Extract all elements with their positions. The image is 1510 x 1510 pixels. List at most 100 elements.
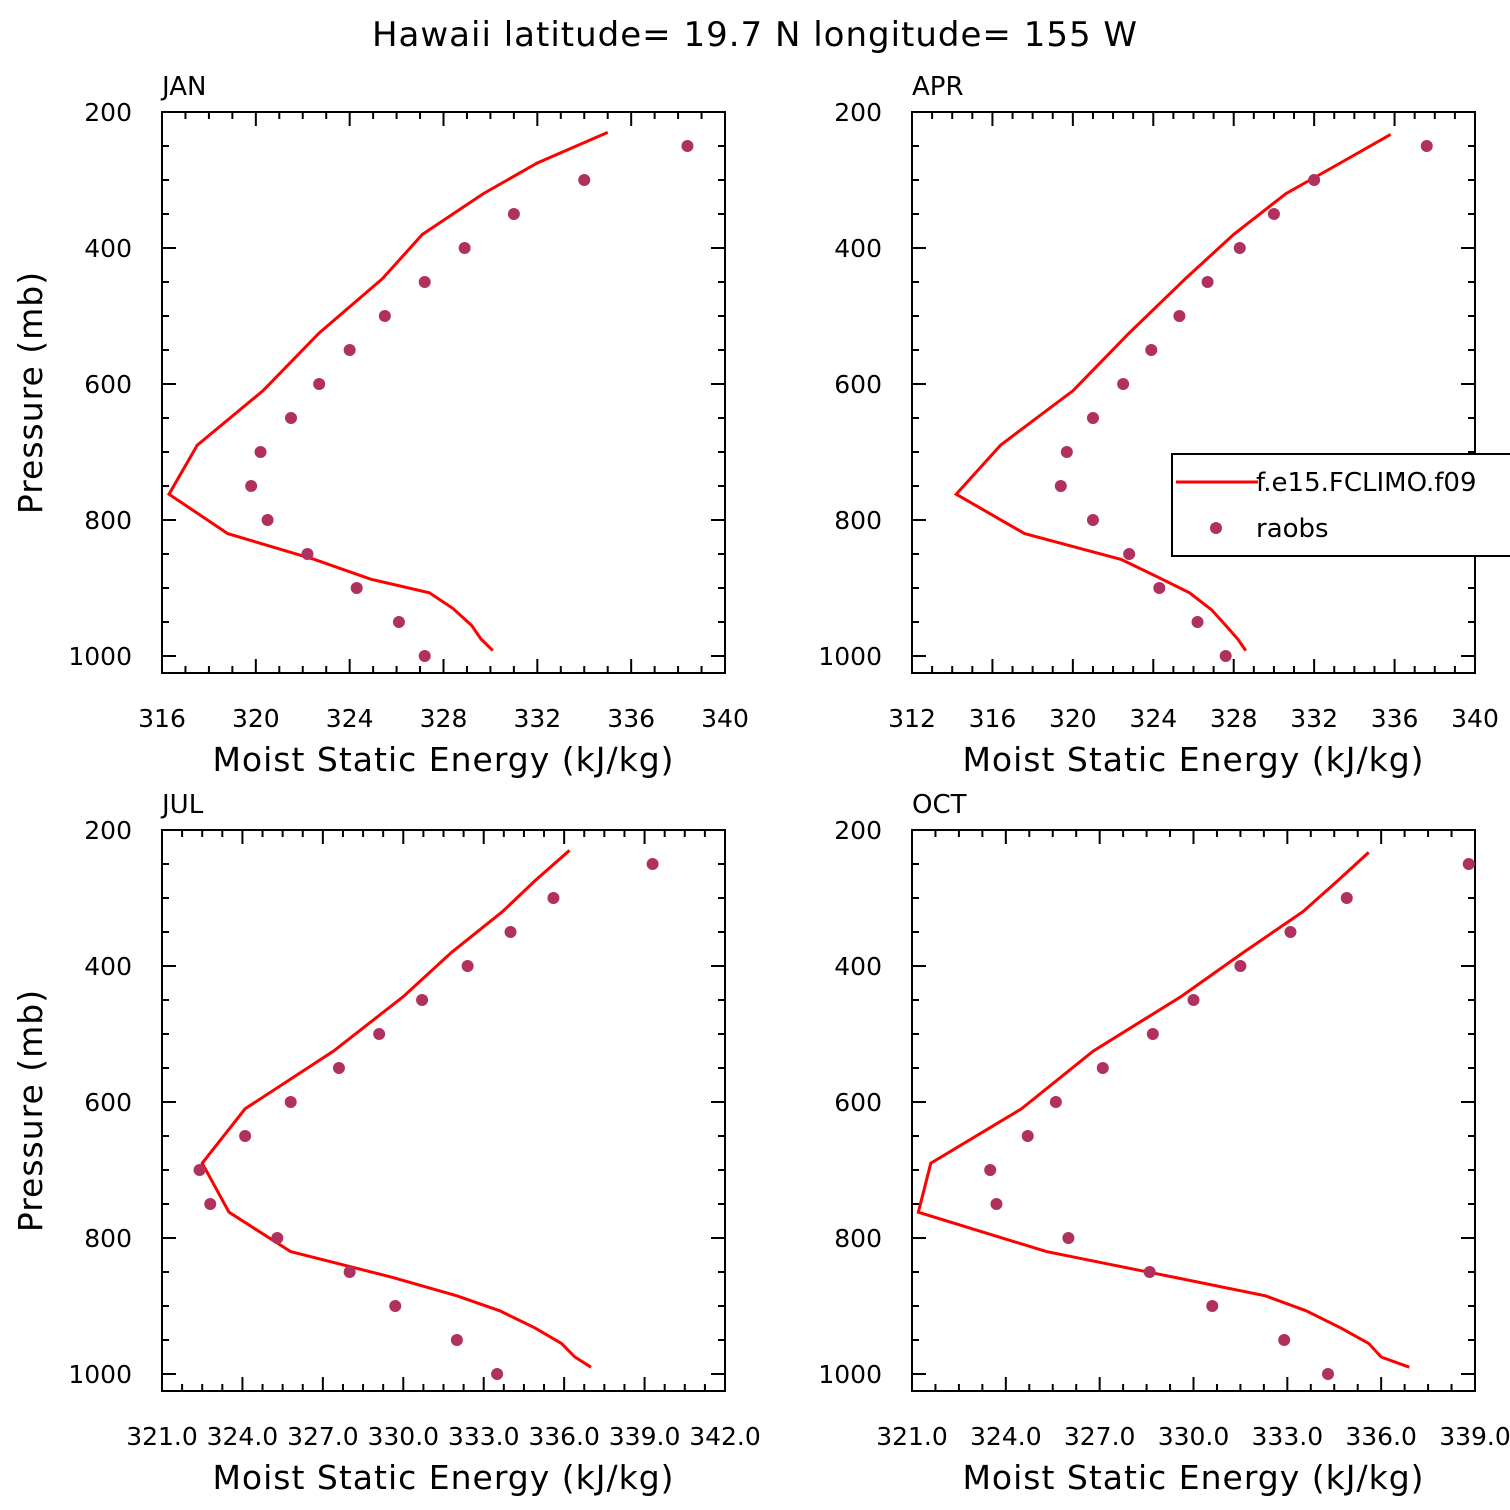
panel-label: JUL bbox=[160, 790, 204, 820]
series-line-model bbox=[167, 131, 609, 652]
data-point-raobs bbox=[389, 1300, 402, 1312]
data-point-raobs bbox=[1145, 344, 1158, 356]
x-tick-label: 320 bbox=[232, 704, 280, 733]
data-point-raobs bbox=[1021, 1130, 1034, 1142]
x-tick-label: 340 bbox=[701, 704, 749, 733]
y-tick-label: 400 bbox=[834, 952, 882, 981]
data-point-raobs bbox=[343, 1266, 356, 1278]
y-tick-label: 600 bbox=[834, 1088, 882, 1117]
x-tick-label: 330.0 bbox=[367, 1422, 439, 1451]
y-tick-label: 600 bbox=[834, 370, 882, 399]
x-tick-label: 321.0 bbox=[126, 1422, 198, 1451]
y-tick-label: 800 bbox=[84, 506, 132, 535]
x-tick-label: 336 bbox=[607, 704, 655, 733]
data-point-raobs bbox=[392, 616, 405, 628]
y-tick-label: 1000 bbox=[818, 1360, 882, 1389]
plot-frame bbox=[161, 829, 726, 1392]
data-point-raobs bbox=[313, 378, 326, 390]
data-point-raobs bbox=[1233, 242, 1246, 254]
x-axis-title: Moist Static Energy (kJ/kg) bbox=[212, 1458, 674, 1497]
data-point-raobs bbox=[547, 892, 560, 904]
series-line-model bbox=[200, 849, 592, 1369]
x-tick-label: 316 bbox=[138, 704, 186, 733]
data-point-raobs bbox=[1123, 548, 1136, 560]
plot-area bbox=[916, 851, 1475, 1380]
y-tick-label: 200 bbox=[84, 816, 132, 845]
x-axis-title: Moist Static Energy (kJ/kg) bbox=[962, 1458, 1424, 1497]
data-point-raobs bbox=[1060, 446, 1073, 458]
x-tick-label: 336.0 bbox=[1345, 1422, 1417, 1451]
data-point-raobs bbox=[450, 1334, 463, 1346]
data-point-raobs bbox=[1096, 1062, 1109, 1074]
data-point-raobs bbox=[1234, 960, 1247, 972]
x-tick-label: 324 bbox=[326, 704, 374, 733]
panel-label: JAN bbox=[160, 72, 206, 102]
legend-box bbox=[1171, 453, 1510, 557]
data-point-raobs bbox=[990, 1198, 1003, 1210]
x-tick-label: 336.0 bbox=[528, 1422, 600, 1451]
data-point-raobs bbox=[193, 1164, 206, 1176]
x-tick-label: 339.0 bbox=[609, 1422, 681, 1451]
x-tick-label: 332 bbox=[1290, 704, 1338, 733]
data-point-raobs bbox=[1049, 1096, 1062, 1108]
chart-panel-jan: JAN 316 320 324 328 332 336 340 200 400 600 800 1000… bbox=[11, 72, 749, 779]
plot-area bbox=[167, 131, 694, 662]
plot-area bbox=[193, 849, 659, 1380]
figure-title: Hawaii latitude= 19.7 N longitude= 155 W bbox=[372, 15, 1138, 55]
data-point-raobs bbox=[1201, 276, 1214, 288]
data-point-raobs bbox=[646, 858, 659, 870]
y-axis-title: Pressure (mb) bbox=[11, 989, 50, 1232]
x-tick-label: 328 bbox=[420, 704, 468, 733]
data-point-raobs bbox=[416, 994, 429, 1006]
data-point-raobs bbox=[373, 1028, 386, 1040]
y-axis-title: Pressure (mb) bbox=[11, 271, 50, 514]
data-point-raobs bbox=[271, 1232, 284, 1244]
data-point-raobs bbox=[343, 344, 356, 356]
data-point-raobs bbox=[1278, 1334, 1291, 1346]
data-point-raobs bbox=[418, 276, 431, 288]
x-axis-title: Moist Static Energy (kJ/kg) bbox=[212, 740, 674, 779]
data-point-raobs bbox=[1173, 310, 1186, 322]
data-point-raobs bbox=[1462, 858, 1475, 870]
y-tick-label: 200 bbox=[834, 816, 882, 845]
x-tick-label: 327.0 bbox=[287, 1422, 359, 1451]
y-tick-label: 400 bbox=[834, 234, 882, 263]
data-point-raobs bbox=[1219, 650, 1232, 662]
y-tick-label: 1000 bbox=[68, 1360, 132, 1389]
y-tick-label: 200 bbox=[834, 98, 882, 127]
x-tick-label: 342.0 bbox=[689, 1422, 761, 1451]
data-point-raobs bbox=[1054, 480, 1067, 492]
x-tick-label: 339.0 bbox=[1439, 1422, 1510, 1451]
data-point-raobs bbox=[285, 412, 298, 424]
chart-panel-oct: OCT 321.0 324.0 327.0 330.0 333.0 336.0 339.0 20… bbox=[818, 790, 1510, 1497]
x-tick-label: 321.0 bbox=[876, 1422, 948, 1451]
data-point-raobs bbox=[378, 310, 391, 322]
y-tick-label: 800 bbox=[834, 506, 882, 535]
x-tick-label: 320 bbox=[1049, 704, 1097, 733]
legend-marker-swatch bbox=[1210, 522, 1222, 534]
data-point-raobs bbox=[1153, 582, 1166, 594]
data-point-raobs bbox=[461, 960, 474, 972]
x-tick-label: 340 bbox=[1451, 704, 1499, 733]
data-point-raobs bbox=[1117, 378, 1130, 390]
data-point-raobs bbox=[284, 1096, 297, 1108]
series-line-model bbox=[916, 851, 1410, 1369]
data-point-raobs bbox=[332, 1062, 345, 1074]
y-tick-label: 600 bbox=[84, 370, 132, 399]
x-tick-label: 312 bbox=[888, 704, 936, 733]
data-point-raobs bbox=[1191, 616, 1204, 628]
panel-label: APR bbox=[912, 72, 964, 102]
data-point-raobs bbox=[350, 582, 363, 594]
x-tick-label: 327.0 bbox=[1064, 1422, 1136, 1451]
data-point-raobs bbox=[1267, 208, 1280, 220]
y-tick-label: 1000 bbox=[818, 642, 882, 671]
legend-label-model: f.e15.FCLIMO.f09 bbox=[1256, 468, 1476, 498]
legend: f.e15.FCLIMO.f09 raobs bbox=[1171, 453, 1510, 557]
y-tick-label: 400 bbox=[84, 952, 132, 981]
x-tick-label: 336 bbox=[1371, 704, 1419, 733]
data-point-raobs bbox=[984, 1164, 997, 1176]
panel-label: OCT bbox=[912, 790, 967, 820]
data-point-raobs bbox=[578, 174, 591, 186]
y-tick-label: 200 bbox=[84, 98, 132, 127]
